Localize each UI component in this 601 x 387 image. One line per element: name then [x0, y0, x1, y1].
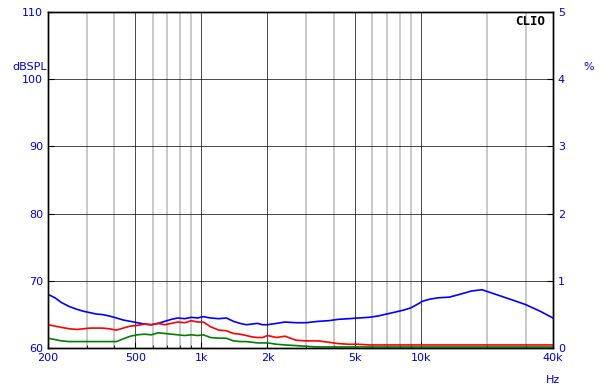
Text: CLIO: CLIO — [515, 15, 545, 28]
Text: %: % — [583, 62, 594, 72]
Text: Hz: Hz — [546, 375, 560, 385]
Text: dBSPL: dBSPL — [13, 62, 47, 72]
